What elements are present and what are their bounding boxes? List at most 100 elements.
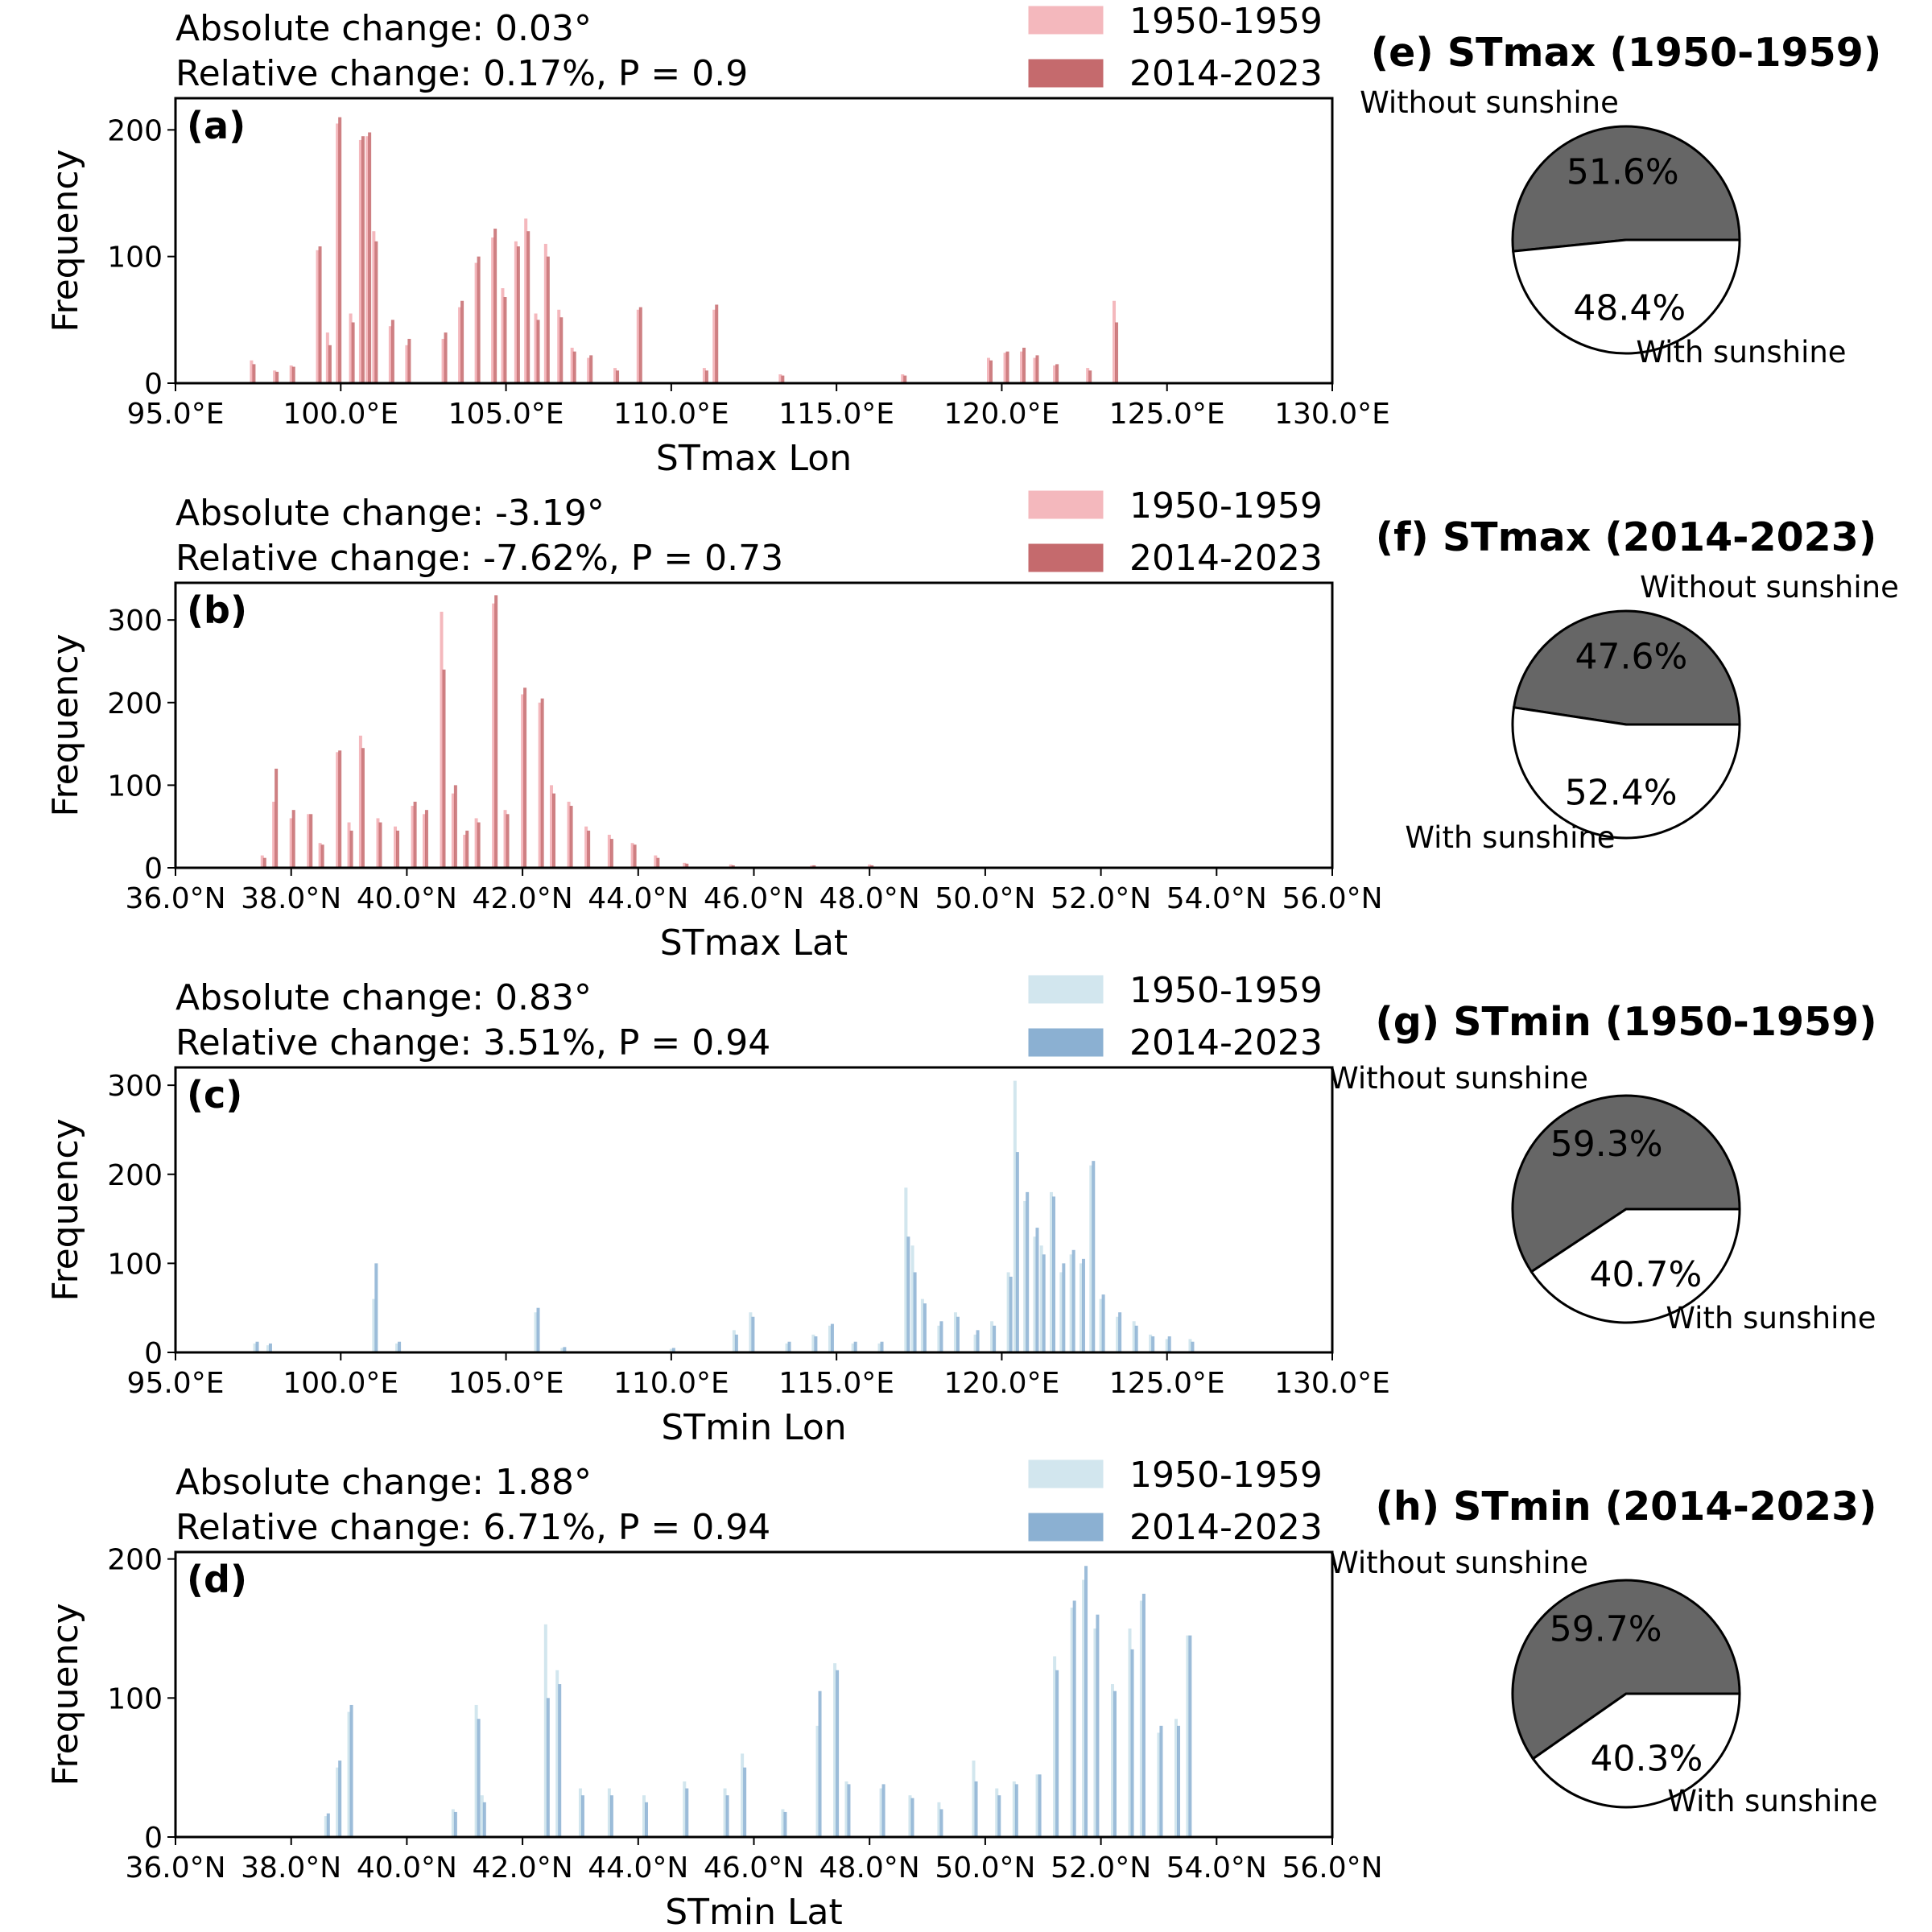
bar-1950 (1069, 1254, 1073, 1352)
bar-2014 (993, 1325, 997, 1352)
absolute-change-text: Absolute change: -3.19° (175, 493, 605, 534)
x-tick-label: 115.0°E (778, 1367, 894, 1400)
bar-2014 (731, 865, 735, 868)
bar-2014 (830, 1323, 834, 1352)
histogram-panel-a: Absolute change: 0.03°Relative change: 0… (45, 1, 1390, 479)
bar-2014 (1159, 1725, 1163, 1837)
bar-1950 (1059, 1272, 1063, 1352)
bar-1950 (555, 1670, 559, 1837)
bar-1950 (810, 865, 814, 868)
bar-2014 (546, 256, 550, 383)
pie-slice-with-sunshine (1531, 1692, 1741, 1809)
bar-2014 (783, 1811, 787, 1837)
bar-2014 (442, 669, 446, 868)
legend-swatch-1950 (1028, 975, 1104, 1004)
y-tick-label: 200 (107, 114, 163, 147)
y-tick-label: 200 (107, 1544, 163, 1577)
bar-1950 (973, 1334, 977, 1352)
bar-1950 (1053, 1656, 1057, 1837)
bar-2014 (1134, 1325, 1138, 1352)
x-tick-label: 50.0°N (935, 1852, 1035, 1885)
axes-frame (174, 1066, 1334, 1354)
bar-1950 (901, 374, 905, 383)
bar-2014 (913, 1272, 917, 1352)
bar-2014 (460, 300, 464, 383)
bar-1950 (1128, 1628, 1132, 1837)
y-tick-label: 300 (107, 605, 163, 638)
bar-2014 (956, 1316, 960, 1352)
bar-2014 (477, 256, 481, 383)
bar-2014 (1151, 1336, 1155, 1352)
bar-1950 (422, 814, 426, 868)
bar-1950 (358, 735, 362, 868)
bar-1950 (480, 1795, 484, 1837)
bar-1950 (877, 1343, 881, 1352)
bar-1950 (729, 864, 733, 868)
x-tick-label: 110.0°E (613, 1367, 729, 1400)
bar-1950 (1186, 1635, 1190, 1837)
pie-percent-with: 40.7% (1589, 1254, 1702, 1295)
pie-title: (e) STmax (1950-1959) (1371, 30, 1881, 76)
bar-1950 (557, 309, 561, 383)
bar-2014 (1055, 364, 1059, 383)
bar-1950 (723, 1788, 727, 1837)
bar-1950 (534, 313, 538, 383)
legend-swatch-2014 (1028, 59, 1104, 88)
bar-2014 (338, 1761, 342, 1837)
bar-2014 (291, 810, 295, 868)
pie-slice-without-sunshine (1511, 1094, 1741, 1274)
bar-2014 (812, 865, 816, 868)
bar-2014 (1052, 1196, 1056, 1352)
bar-1950 (815, 1725, 819, 1837)
bar-1950 (1165, 1339, 1169, 1352)
bar-2014 (398, 1341, 402, 1352)
pie-title: (h) STmin (2014-2023) (1375, 1484, 1876, 1530)
bar-1950 (833, 1663, 837, 1837)
bar-1950 (394, 826, 398, 868)
bar-2014 (349, 1704, 353, 1837)
bar-2014 (880, 1341, 884, 1352)
bar-2014 (506, 814, 510, 868)
pie-percent-without: 59.3% (1550, 1124, 1663, 1165)
bar-2014 (268, 1343, 272, 1352)
x-tick-label: 40.0°N (357, 1852, 457, 1885)
bar-2014 (715, 304, 719, 383)
bar-1950 (990, 1321, 994, 1352)
bar-1950 (1050, 1191, 1054, 1352)
y-tick-label: 300 (107, 1070, 163, 1103)
bar-1950 (1093, 1628, 1097, 1837)
y-axis-label: Frequency (45, 1603, 86, 1785)
bar-2014 (351, 322, 355, 383)
bar-2014 (1188, 1635, 1192, 1837)
x-tick-label: 38.0°N (241, 1852, 341, 1885)
bar-2014 (997, 1795, 1001, 1837)
x-tick-label: 50.0°N (935, 882, 1035, 915)
bar-2014 (923, 1303, 927, 1352)
bar-1950 (851, 1343, 855, 1352)
pie-title: (f) STmax (2014-2023) (1376, 514, 1877, 560)
bar-2014 (1081, 1258, 1085, 1352)
bar-1950 (669, 1348, 673, 1352)
bar-2014 (368, 132, 372, 384)
bar-2014 (1055, 1670, 1059, 1837)
bar-2014 (546, 1698, 550, 1837)
x-tick-label: 42.0°N (473, 1852, 573, 1885)
legend-swatch-1950 (1028, 490, 1104, 519)
legend-swatch-2014 (1028, 543, 1104, 572)
bar-1950 (828, 1325, 832, 1352)
bar-1950 (613, 368, 617, 383)
bar-1950 (995, 1788, 999, 1837)
y-tick-label: 0 (144, 368, 163, 401)
x-axis-label: STmin Lat (665, 1892, 843, 1932)
y-tick-label: 100 (107, 1248, 163, 1281)
x-tick-label: 36.0°N (125, 882, 225, 915)
x-tick-label: 130.0°E (1274, 1367, 1390, 1400)
x-tick-label: 48.0°N (819, 882, 920, 915)
bar-2014 (374, 241, 378, 383)
bar-1950 (712, 309, 716, 383)
x-tick-label: 44.0°N (588, 1852, 688, 1885)
bar-1950 (411, 806, 415, 868)
x-tick-label: 125.0°E (1109, 1367, 1225, 1400)
x-tick-label: 56.0°N (1282, 882, 1382, 915)
relative-change-text: Relative change: 6.71%, P = 0.94 (175, 1507, 770, 1548)
